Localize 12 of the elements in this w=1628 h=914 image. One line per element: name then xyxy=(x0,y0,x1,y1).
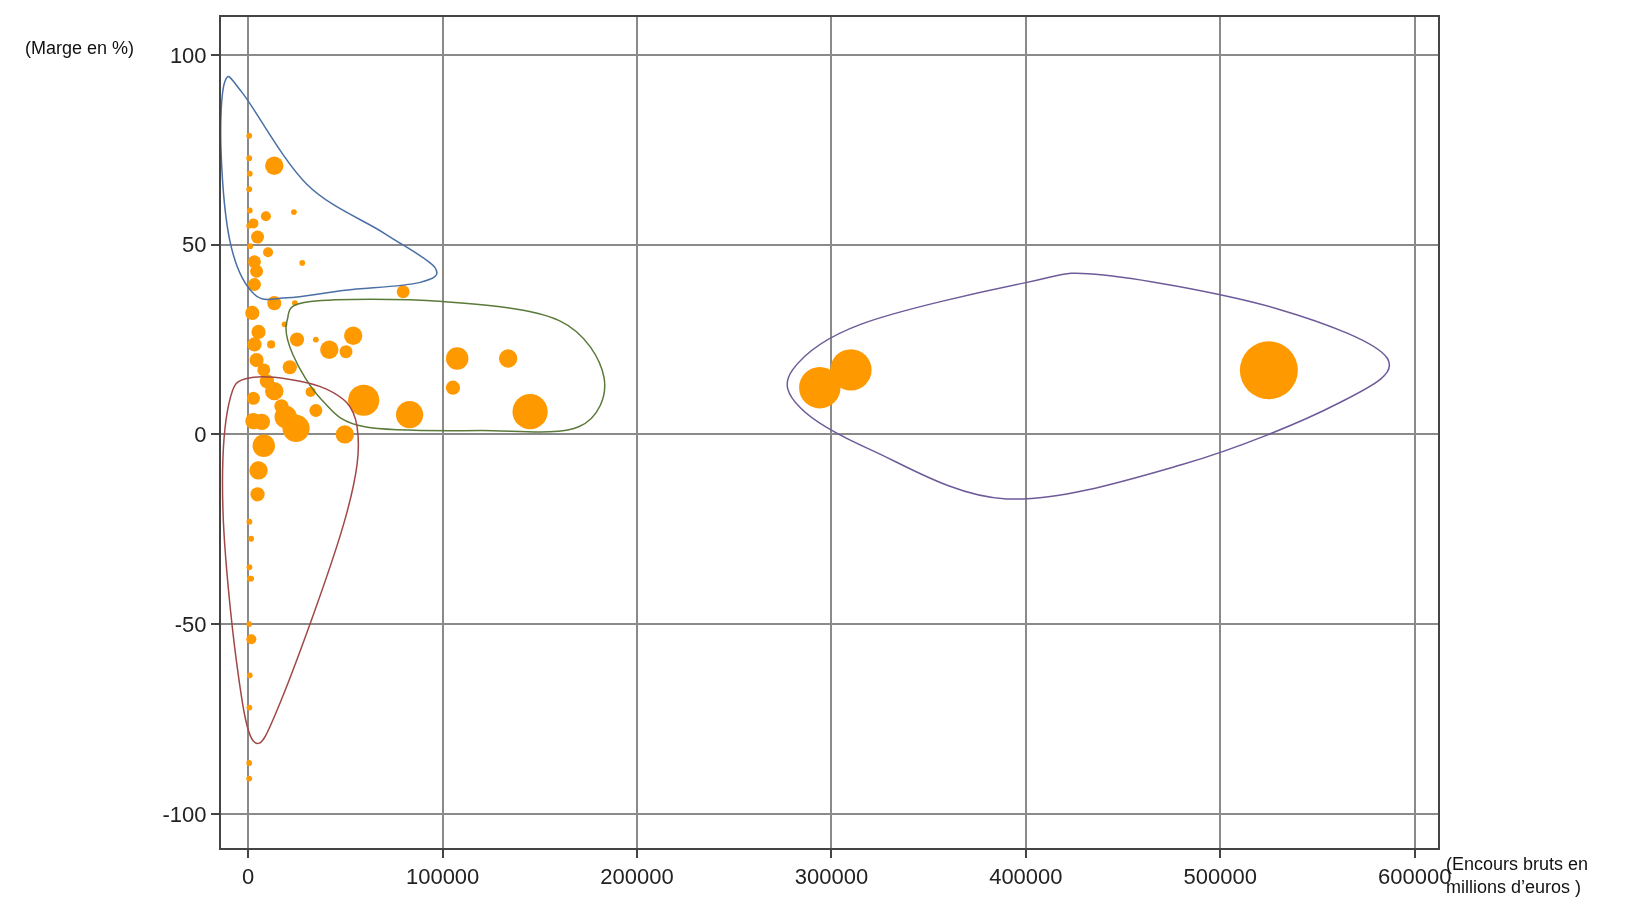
x-tick-label: 500000 xyxy=(1183,864,1257,890)
y-axis-title: (Marge en %) xyxy=(25,38,135,58)
y-tick-label: 0 xyxy=(194,422,207,448)
y-tick-label: -50 xyxy=(174,611,207,637)
x-tick-label: 200000 xyxy=(600,864,674,890)
x-tick-label: 300000 xyxy=(794,864,869,890)
x-tick-label: 0 xyxy=(242,864,255,890)
y-tick-label: -100 xyxy=(162,801,207,827)
y-tick-label: 100 xyxy=(169,42,207,68)
y-tick-label: 50 xyxy=(182,232,207,258)
x-tick-label: 100000 xyxy=(405,864,480,890)
x-tick-label: 400000 xyxy=(989,864,1063,890)
